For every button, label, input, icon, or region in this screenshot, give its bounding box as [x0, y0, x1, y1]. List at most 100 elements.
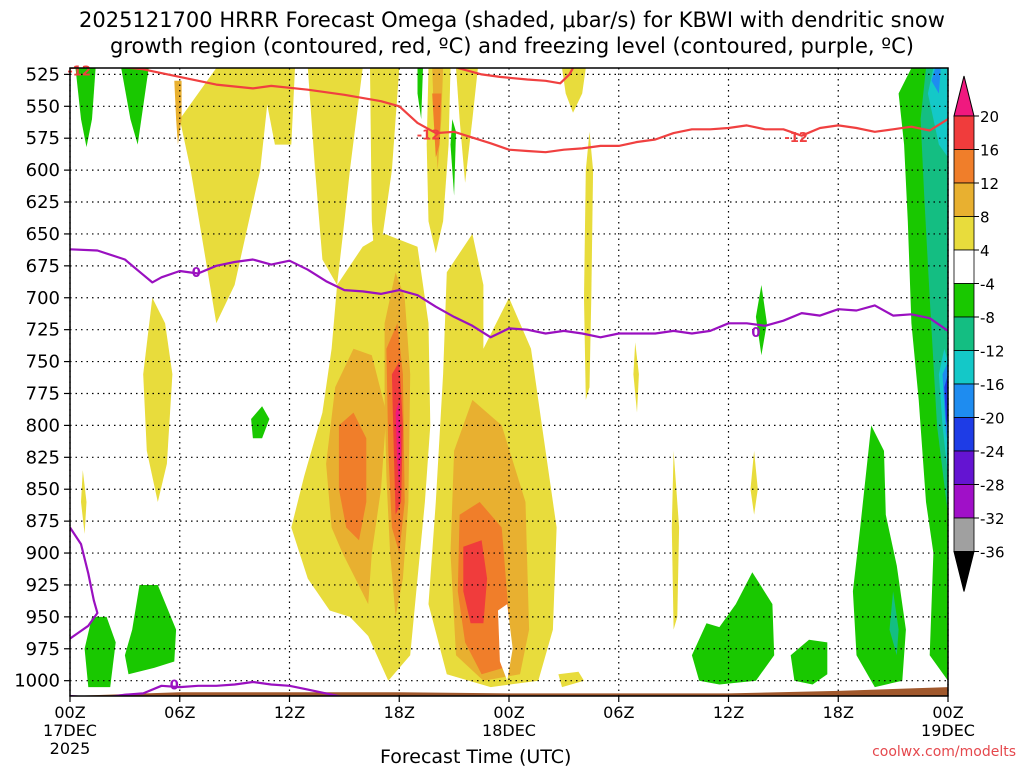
- x-tick-label-42: 18Z: [823, 703, 854, 722]
- colorbar-bottom-arrow: [953, 551, 975, 592]
- colorbar-segment-3: [953, 216, 975, 251]
- contour-line-1: [457, 68, 574, 85]
- y-tick-label-825: 825: [26, 447, 60, 468]
- region-orange-5: [174, 80, 182, 145]
- colorbar-label-10: -24: [980, 443, 1005, 461]
- x-tick-sublabel-48: 19DEC: [921, 721, 975, 740]
- region-dark-orange-4: [432, 93, 442, 158]
- contour-line-0: [70, 68, 948, 154]
- colorbar-label-3: 8: [980, 209, 990, 227]
- colorbar-label-1: 16: [980, 142, 999, 160]
- y-tick-label-575: 575: [26, 128, 60, 149]
- y-tick-label-550: 550: [26, 96, 60, 117]
- x-tick-label-30: 06Z: [603, 703, 634, 722]
- colorbar-segment-12: [953, 517, 975, 552]
- x-tick-label-36: 12Z: [713, 703, 744, 722]
- region-cyan-1: [927, 68, 948, 158]
- colorbar-label-7: -12: [980, 343, 1005, 361]
- region-yellow-7: [562, 68, 586, 113]
- region-teal-2: [889, 591, 899, 656]
- colorbar-segment-5: [953, 283, 975, 318]
- contour-label-2-1: 0: [751, 326, 760, 341]
- colorbar-segment-11: [953, 484, 975, 519]
- contour-line-3: [70, 680, 344, 696]
- x-axis-title: Forecast Time (UTC): [380, 746, 572, 768]
- colorbar-label-11: -28: [980, 477, 1005, 495]
- y-tick-label-950: 950: [26, 607, 60, 628]
- colorbar-label-13: -36: [980, 544, 1005, 562]
- region-yellow-13: [671, 450, 680, 630]
- y-tick-label-925: 925: [26, 575, 60, 596]
- x-tick-label-12: 12Z: [274, 703, 305, 722]
- region-yellow-15: [81, 470, 87, 534]
- contour-label-0-1: -12: [417, 128, 441, 143]
- x-tick-label-18: 18Z: [384, 703, 415, 722]
- region-green-6: [84, 616, 116, 688]
- colorbar-segment-9: [953, 417, 975, 452]
- chart-title-line-2: growth region (contoured, red, ºC) and f…: [110, 34, 914, 58]
- region-green-11: [852, 425, 906, 688]
- colorbar-label-2: 12: [980, 175, 999, 193]
- region-yellow-10: [143, 297, 173, 502]
- region-magenta-1: [395, 399, 402, 490]
- x-tick-label-48: 00Z: [932, 703, 963, 722]
- y-tick-label-600: 600: [26, 160, 60, 181]
- y-tick-label-750: 750: [26, 352, 60, 373]
- x-tick-label-6: 06Z: [164, 703, 195, 722]
- colorbar-segment-1: [953, 149, 975, 184]
- source-credit: coolwx.com/modelts: [872, 744, 1016, 760]
- region-yellow-6: [456, 68, 478, 183]
- y-tick-label-800: 800: [26, 415, 60, 436]
- x-tick-sublabel-24: 18DEC: [482, 721, 536, 740]
- y-tick-label-1000: 1000: [14, 671, 60, 692]
- region-green-3: [417, 68, 423, 120]
- colorbar-label-0: 20: [980, 108, 999, 126]
- region-yellow-3: [307, 68, 363, 285]
- colorbar-segment-8: [953, 383, 975, 418]
- region-red-2: [463, 540, 488, 624]
- region-green-2: [121, 68, 149, 145]
- colorbar-segment-7: [953, 350, 975, 385]
- contour-line-4: [70, 526, 99, 640]
- y-tick-label-850: 850: [26, 479, 60, 500]
- contour-line-2: [70, 248, 948, 339]
- colorbar-segment-0: [953, 115, 975, 150]
- contour-label-0-0: -12: [67, 65, 91, 80]
- region-green-4: [450, 119, 456, 196]
- region-royal-blue-1: [944, 374, 948, 426]
- y-tick-label-875: 875: [26, 511, 60, 532]
- y-tick-label-675: 675: [26, 256, 60, 277]
- colorbar-label-8: -16: [980, 376, 1005, 394]
- colorbar-label-6: -8: [980, 309, 995, 327]
- region-white-hole-1: [498, 604, 513, 681]
- x-tick-sublabel2-0: 2025: [50, 739, 91, 758]
- colorbar-label-9: -20: [980, 410, 1005, 428]
- region-green-1: [75, 68, 96, 148]
- region-green-5: [251, 406, 270, 439]
- y-tick-label-650: 650: [26, 224, 60, 245]
- colorbar-segment-6: [953, 316, 975, 351]
- region-green-10: [755, 285, 767, 356]
- region-yellow-16: [558, 671, 584, 688]
- y-axis-pressure: 525 550 575 600 625 650 675 700 725 750 775 800 825 8…: [14, 64, 70, 692]
- region-green-8: [691, 572, 775, 685]
- x-tick-label-24: 00Z: [493, 703, 524, 722]
- region-dark-orange-1: [338, 412, 367, 541]
- colorbar-segment-4: [953, 249, 975, 284]
- chart-title-line-1: 2025121700 HRRR Forecast Omega (shaded, …: [79, 8, 945, 32]
- region-green-7: [124, 585, 177, 675]
- contour-label-2-0: 0: [192, 266, 201, 281]
- temperature-contours: [70, 68, 948, 696]
- y-tick-label-700: 700: [26, 288, 60, 309]
- y-tick-label-775: 775: [26, 383, 60, 404]
- region-yellow-14: [750, 450, 758, 515]
- colorbar-segment-10: [953, 450, 975, 485]
- contour-label-0-2: -12: [784, 131, 808, 146]
- colorbar: 20 16 12 8 4 -4 -8 -12 -16 -20 -24 -28 -32 -36: [953, 75, 1005, 592]
- colorbar-label-5: -4: [980, 276, 995, 294]
- x-tick-sublabel-0: 17DEC: [43, 721, 97, 740]
- colorbar-label-12: -32: [980, 510, 1005, 528]
- y-tick-label-975: 975: [26, 639, 60, 660]
